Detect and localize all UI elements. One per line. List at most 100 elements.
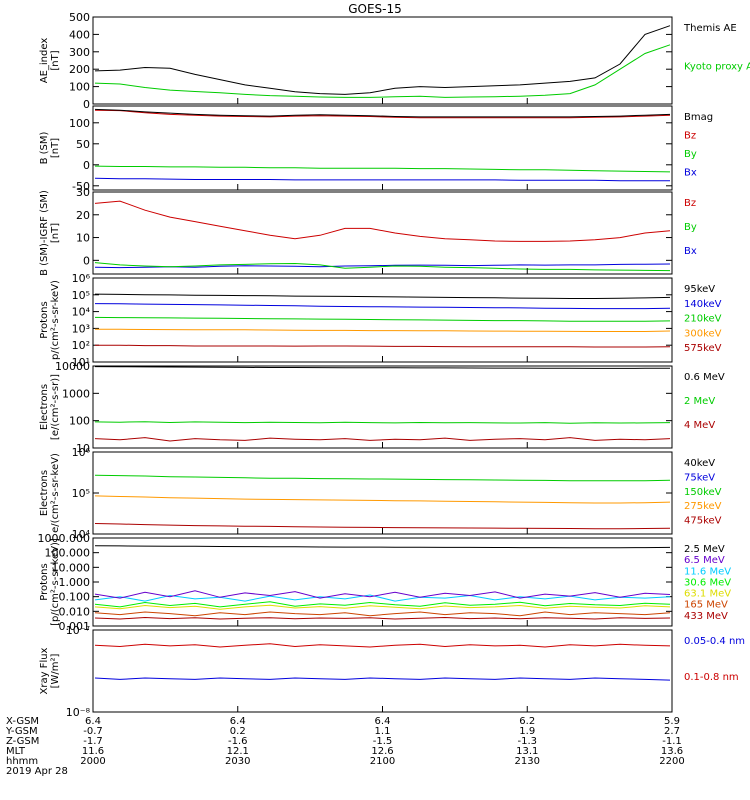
y-axis-label: p/(cm²-s-sr-keV) — [50, 280, 61, 360]
legend-entry: Bmag — [684, 112, 713, 123]
series-line — [94, 616, 671, 620]
panel-2: -50 0 50 100 B (SM) [nT] Bmag Bz By Bx — [39, 105, 713, 193]
y-axis-label: [nT] — [50, 50, 61, 70]
series-line — [94, 474, 671, 482]
legend-entry: 2 MeV — [684, 396, 715, 407]
orbit-value: 5.9 — [664, 716, 680, 727]
orbit-value: 12.6 — [371, 746, 393, 757]
legend-entry: Bx — [684, 168, 697, 179]
orbit-row-label: 2019 Apr 28 — [6, 766, 68, 777]
y-tick-label: 0.010 — [59, 605, 91, 618]
orbit-row-label: hhmm — [6, 756, 38, 767]
legend-entry: 95keV — [684, 284, 715, 295]
series-line — [94, 366, 671, 369]
y-axis-label: Protons — [39, 563, 50, 600]
y-tick-label: 10⁶ — [72, 446, 91, 459]
orbit-value: 2130 — [515, 756, 540, 767]
y-tick-label: 100.000 — [45, 547, 91, 560]
y-tick-label: 10⁻⁷ — [66, 624, 90, 637]
series-line — [94, 611, 671, 617]
y-tick-label: 1.000 — [59, 576, 91, 589]
y-tick-label: 400 — [69, 28, 90, 41]
series-line — [94, 303, 671, 310]
legend-entry: 6.5 MeV — [684, 555, 725, 566]
y-tick-label: 10⁴ — [72, 528, 91, 541]
y-tick-label: 20 — [76, 209, 90, 222]
series-line — [94, 25, 671, 95]
y-tick-label: 100 — [69, 415, 90, 428]
y-tick-label: 10⁻⁸ — [66, 706, 91, 719]
panel-8: 10⁻⁸ 10⁻⁷ Xray Flux [W/m²] 0.05-0.4 nm 0.1-0.… — [39, 624, 745, 719]
y-axis-label: [p/(cm²-s-sr-keV)] — [50, 538, 61, 626]
orbit-row-label: Y-GSM — [5, 726, 38, 737]
panel-4: 10¹ 10² 10³ 10⁴ 10⁵ 10⁶ Protons p/(cm²-s-sr-keV… — [39, 272, 722, 369]
legend-entry: 150keV — [684, 487, 722, 498]
series-line — [94, 437, 671, 442]
orbit-value: 6.4 — [230, 716, 246, 727]
series-line — [94, 328, 671, 332]
y-tick-label: 30 — [76, 186, 90, 199]
orbit-value: 2100 — [370, 756, 395, 767]
y-axis-label: B (SM)-IGRF (SM) — [39, 190, 50, 276]
y-axis-label: AE_index — [39, 38, 50, 84]
series-line — [94, 109, 671, 119]
orbit-value: -0.7 — [83, 726, 103, 737]
orbit-value: 2030 — [225, 756, 250, 767]
y-axis-label: [nT] — [50, 223, 61, 243]
y-tick-label: 10⁶ — [72, 272, 91, 285]
y-tick-label: -50 — [72, 180, 90, 193]
series-line — [94, 200, 671, 242]
panel-1: 0 100 200 300 400 500 AE_index [nT] Themis AE Kyo… — [39, 11, 750, 111]
panel-frame — [92, 191, 673, 275]
series-line — [94, 643, 671, 648]
legend-entry: 63.1 MeV — [684, 589, 731, 600]
y-tick-label: 10⁴ — [72, 306, 91, 319]
legend-entry: 0.1-0.8 nm — [684, 672, 739, 683]
series-line — [94, 263, 671, 269]
legend-entry: Bz — [684, 131, 696, 142]
orbit-value: -1.7 — [83, 736, 103, 747]
legend-entry: 0.6 MeV — [684, 372, 725, 383]
y-axis-label: [W/m²] — [50, 653, 61, 688]
orbit-value: 13.1 — [516, 746, 538, 757]
y-axis-label: Electrons — [39, 470, 50, 516]
legend-entry: 140keV — [684, 299, 722, 310]
orbit-value: -1.3 — [517, 736, 537, 747]
legend-entry: 30.6 MeV — [684, 577, 731, 588]
panel-frame — [92, 105, 673, 191]
legend-entry: 475keV — [684, 516, 722, 527]
series-line — [94, 677, 671, 681]
legend-entry: 300keV — [684, 328, 722, 339]
y-tick-label: 500 — [69, 11, 90, 24]
legend-entry: 575keV — [684, 343, 722, 354]
legend-entry: 0.05-0.4 nm — [684, 636, 745, 647]
y-tick-label: 10000 — [55, 360, 90, 373]
orbit-value: 0.2 — [230, 726, 246, 737]
orbit-row-label: Z-GSM — [6, 736, 39, 747]
y-tick-label: 10² — [72, 339, 90, 352]
legend-entry: 433 MeV — [684, 611, 728, 622]
y-tick-label: 1000 — [62, 387, 90, 400]
y-tick-label: 100 — [69, 117, 90, 130]
panel-frame — [92, 451, 673, 535]
y-tick-label: 10 — [76, 232, 90, 245]
series-line — [94, 293, 671, 299]
y-tick-label: 50 — [76, 138, 90, 151]
y-tick-label: 10⁵ — [72, 487, 90, 500]
series-line — [94, 594, 671, 602]
legend-entry: 275keV — [684, 501, 722, 512]
panel-frame — [92, 537, 673, 627]
series-line — [94, 165, 671, 173]
y-axis-label: Xray Flux — [39, 647, 50, 694]
orbit-row-label: MLT — [6, 746, 26, 757]
figure-title: GOES-15 — [348, 2, 402, 16]
series-line — [94, 601, 671, 608]
series-line — [95, 344, 671, 348]
y-axis-label: [e/(cm²-s-sr)] — [50, 374, 61, 440]
y-tick-label: 100 — [69, 81, 90, 94]
y-axis-label: B (SM) — [39, 131, 50, 164]
orbit-value: 11.6 — [82, 746, 104, 757]
legend-entry: By — [684, 149, 697, 160]
